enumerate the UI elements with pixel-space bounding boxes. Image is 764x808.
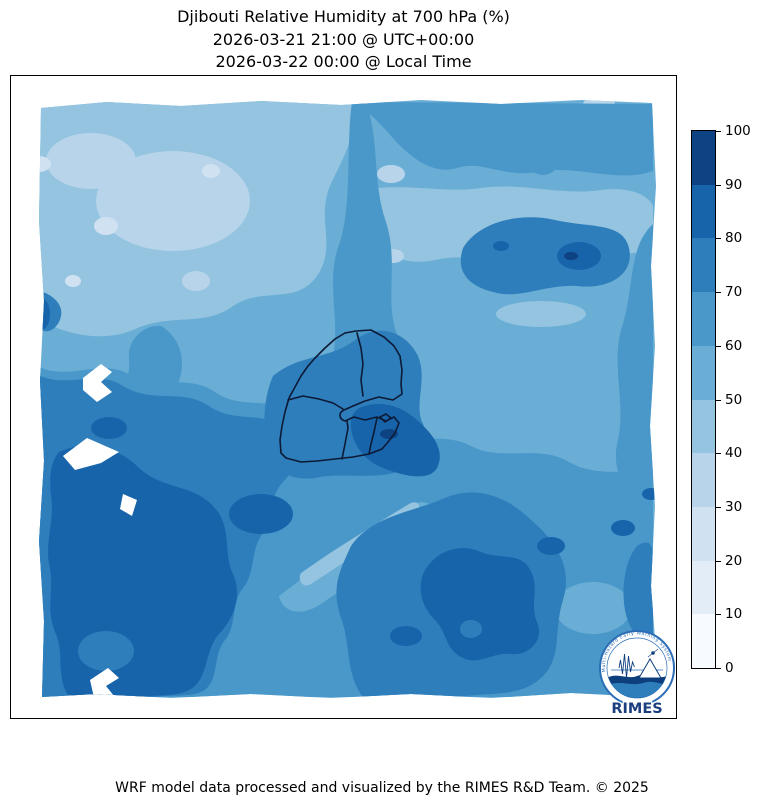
satellite-beam — [647, 648, 659, 658]
colorbar-band — [692, 238, 715, 293]
colorbar-tick-label: 80 — [725, 230, 743, 247]
region-border — [341, 420, 349, 460]
contour-region — [496, 301, 586, 327]
lake — [90, 668, 119, 698]
contour-region — [493, 241, 509, 251]
colorbar-band — [692, 453, 715, 507]
map-axes: Multi-Hazard Early Warning System RIMES — [10, 75, 677, 719]
mountain-icon — [638, 658, 662, 679]
colorbar-tick-mark — [716, 292, 721, 294]
colorbar-tick-mark — [716, 668, 721, 669]
colorbar-tick-mark — [716, 345, 721, 347]
contour-region — [177, 454, 221, 482]
title-local-time: 2026-03-22 00:00 @ Local Time — [215, 52, 472, 71]
colorbar-tick-mark — [716, 184, 721, 186]
colorbar-band — [692, 506, 715, 561]
contour-region — [202, 164, 220, 178]
colorbar-tick-mark — [716, 614, 721, 616]
colorbar-tick-mark — [716, 506, 721, 508]
colorbar-tick-mark — [716, 399, 721, 401]
footer-credit: WRF model data processed and visualized … — [115, 780, 649, 796]
figure-title-block: Djibouti Relative Humidity at 700 hPa (%… — [10, 6, 677, 74]
contour-region — [94, 217, 118, 235]
colorbar-band — [692, 292, 715, 346]
colorbar-tick-mark — [716, 453, 721, 455]
colorbar-tick-label: 40 — [725, 445, 743, 462]
contour-region — [377, 165, 405, 183]
colorbar-tick-label: 90 — [725, 176, 743, 193]
colorbar-tick-label: 70 — [725, 284, 743, 301]
contour-region — [420, 548, 540, 661]
title-utc-time: 2026-03-21 21:00 @ UTC+00:00 — [212, 29, 475, 49]
colorbar-tick-label: 100 — [725, 123, 751, 139]
contour-region — [642, 488, 656, 500]
contour-region — [39, 298, 50, 330]
contour-region — [390, 626, 422, 646]
colorbar: 0 10 20 30 40 50 60 70 80 90 100 — [691, 123, 761, 676]
colorbar-tick-label: 60 — [725, 337, 743, 354]
colorbar-band — [692, 345, 715, 400]
contour-field — [39, 100, 656, 698]
contour-region — [78, 631, 134, 671]
colorbar-tick-label: 50 — [725, 391, 743, 408]
colorbar-tick-label: 0 — [725, 660, 734, 676]
contour-region — [529, 153, 557, 175]
contour-region — [557, 242, 601, 270]
contour-region — [39, 156, 51, 172]
contour-region — [611, 520, 635, 536]
colorbar-tick-label: 20 — [725, 552, 743, 569]
contour-region — [537, 537, 565, 555]
contour-region — [460, 620, 482, 638]
contour-region — [65, 275, 81, 287]
contour-region — [350, 403, 440, 477]
region-border — [287, 395, 344, 410]
contour-region — [623, 542, 653, 639]
contour-region — [229, 494, 293, 534]
rimes-logo: Multi-Hazard Early Warning System RIMES — [599, 630, 675, 718]
colorbar-band — [692, 131, 715, 185]
lake — [63, 438, 119, 470]
colorbar-scale — [691, 130, 716, 669]
colorbar-band — [692, 184, 715, 239]
colorbar-band — [692, 614, 715, 669]
country-border-group — [279, 329, 403, 463]
colorbar-tick-label: 30 — [725, 498, 743, 515]
contour-region — [91, 417, 127, 439]
colorbar-band — [692, 560, 715, 615]
contour-region — [615, 224, 653, 512]
page-title: Djibouti Relative Humidity at 700 hPa (%… — [177, 7, 510, 26]
colorbar-tick-label: 10 — [725, 606, 743, 623]
lake — [120, 494, 137, 516]
contour-region — [555, 582, 631, 634]
region-border — [379, 413, 392, 423]
lake — [83, 364, 112, 402]
region-border — [368, 417, 378, 455]
contour-region — [182, 271, 210, 291]
djibouti-outline — [279, 329, 403, 463]
region-border — [356, 332, 364, 397]
colorbar-tick-mark — [716, 131, 721, 132]
logo-wordmark: RIMES — [611, 701, 662, 717]
colorbar-tick-mark — [716, 238, 721, 240]
humidity-contour-map: Multi-Hazard Early Warning System RIMES — [39, 100, 675, 718]
contour-region — [353, 102, 653, 176]
contour-region — [96, 151, 250, 251]
colorbar-band — [692, 399, 715, 454]
contour-region — [460, 217, 630, 295]
contour-region — [380, 429, 398, 439]
colorbar-tick-mark — [716, 560, 721, 562]
contour-region — [564, 252, 578, 260]
